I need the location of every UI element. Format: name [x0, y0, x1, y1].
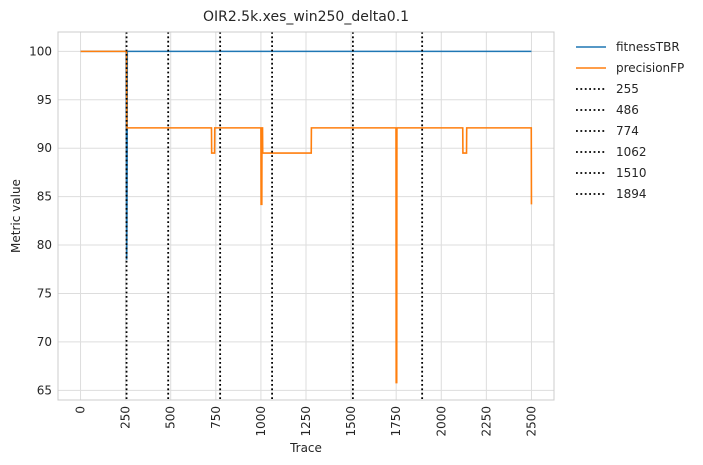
chart-title: OIR2.5k.xes_win250_delta0.1: [203, 9, 409, 25]
x-tick-label: 2250: [479, 406, 493, 437]
y-axis-label: Metric value: [9, 179, 23, 253]
x-axis-ticks: 0 250 500 750 1000 1250 1500 1750 2000 2250 2500: [74, 406, 539, 437]
y-tick-label: 65: [37, 383, 52, 397]
y-tick-label: 80: [37, 238, 52, 252]
x-tick-label: 1500: [344, 406, 358, 437]
y-tick-label: 70: [37, 335, 52, 349]
x-tick-label: 2500: [524, 406, 538, 437]
y-tick-label: 95: [37, 93, 52, 107]
legend-label: 1510: [616, 166, 647, 180]
x-tick-label: 1750: [389, 406, 403, 437]
legend-label: 255: [616, 82, 639, 96]
y-axis-ticks: 65 70 75 80 85 90 95 100: [29, 44, 52, 397]
x-tick-label: 1250: [299, 406, 313, 437]
x-axis-label: Trace: [289, 441, 322, 455]
x-tick-label: 1000: [254, 406, 268, 437]
legend-label: 774: [616, 124, 639, 138]
x-tick-label: 500: [164, 406, 178, 429]
x-tick-label: 0: [74, 406, 88, 414]
legend-label: 486: [616, 103, 639, 117]
legend-label: 1894: [616, 187, 647, 201]
y-tick-label: 90: [37, 141, 52, 155]
legend: fitnessTBR precisionFP 255 486 774 1062 1510 18…: [576, 40, 684, 201]
plot-frame: [57, 31, 555, 401]
legend-label: 1062: [616, 145, 647, 159]
x-tick-label: 750: [209, 406, 223, 429]
x-tick-label: 250: [119, 406, 133, 429]
legend-label: precisionFP: [616, 61, 684, 75]
y-tick-label: 85: [37, 190, 52, 204]
x-tick-label: 2000: [434, 406, 448, 437]
series-line-precisionFP: [80, 50, 533, 384]
y-tick-label: 75: [37, 286, 52, 300]
legend-label: fitnessTBR: [616, 40, 680, 54]
plot-area: [80, 32, 533, 400]
grid: [58, 32, 554, 400]
y-tick-label: 100: [29, 44, 52, 58]
